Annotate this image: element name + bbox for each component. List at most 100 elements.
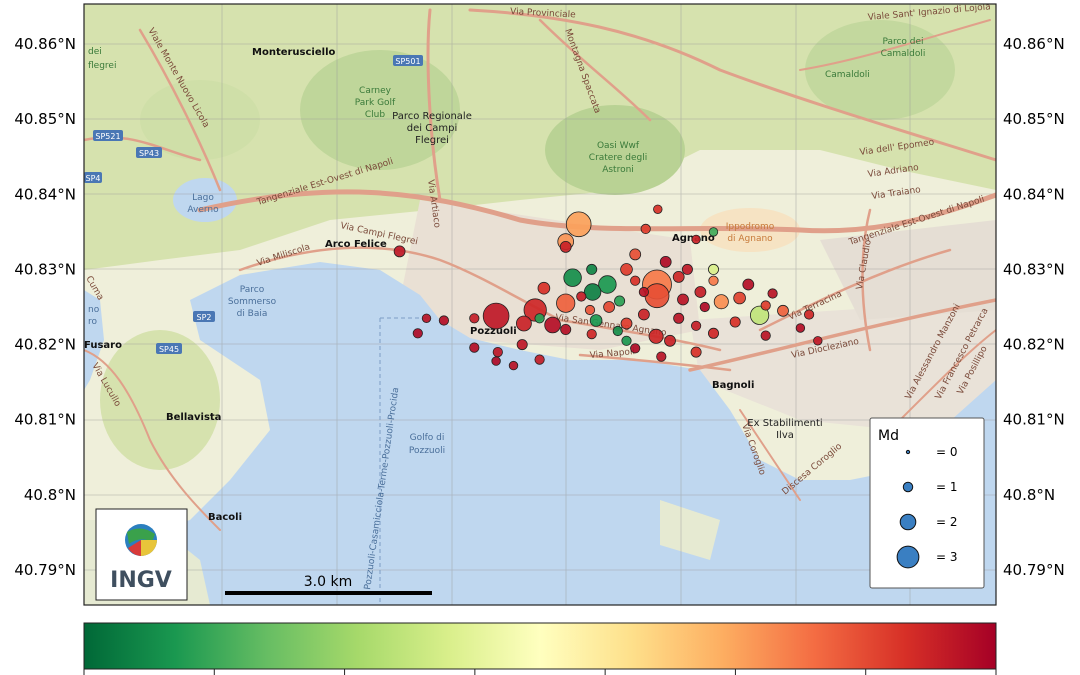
- earthquake-marker[interactable]: [677, 293, 689, 306]
- earthquake-marker[interactable]: [777, 304, 789, 317]
- earthquake-marker[interactable]: [803, 309, 815, 320]
- earthquake-marker[interactable]: [412, 328, 423, 339]
- latitude-label-right: 40.82°N: [1003, 336, 1065, 354]
- earthquake-marker[interactable]: [614, 295, 626, 307]
- earthquake-marker[interactable]: [584, 304, 596, 316]
- earthquake-marker[interactable]: [598, 275, 617, 294]
- viale-monte-nuovo-road: [138, 28, 222, 192]
- earthquake-marker[interactable]: [603, 301, 615, 313]
- earthquake-marker[interactable]: [681, 263, 693, 275]
- earthquake-marker[interactable]: [664, 334, 676, 347]
- earthquake-marker[interactable]: [586, 328, 597, 340]
- label-arco-felice: Arco Felice: [325, 239, 387, 250]
- camaldoli-green: [805, 20, 955, 120]
- earthquake-marker[interactable]: [559, 240, 572, 253]
- earthquake-marker[interactable]: [586, 263, 598, 275]
- earthquake-marker[interactable]: [638, 286, 650, 298]
- earthquake-marker[interactable]: [813, 336, 823, 346]
- earthquake-marker[interactable]: [708, 275, 719, 286]
- earthquake-marker[interactable]: [640, 223, 651, 234]
- latitude-label-left: 40.8°N: [24, 486, 76, 504]
- earthquake-marker[interactable]: [438, 315, 449, 326]
- earthquake-marker[interactable]: [589, 314, 603, 327]
- earthquake-marker[interactable]: [629, 248, 642, 261]
- earthquake-marker[interactable]: [620, 263, 633, 276]
- sp521-label: SP521: [95, 132, 120, 141]
- via-lucullo-road: [84, 349, 221, 531]
- earthquake-marker[interactable]: [760, 300, 771, 311]
- earthquake-marker[interactable]: [482, 302, 510, 330]
- map-border: [83, 3, 997, 606]
- label-ippodromo-2: di Agnano: [727, 234, 773, 244]
- earthquake-marker[interactable]: [491, 356, 501, 366]
- earthquake-marker[interactable]: [708, 327, 720, 339]
- earthquake-marker[interactable]: [563, 268, 582, 287]
- latitude-label-left: 40.86°N: [14, 35, 76, 53]
- earthquake-marker[interactable]: [560, 323, 572, 335]
- roads: [84, 8, 996, 531]
- earthquake-marker[interactable]: [492, 346, 503, 358]
- earthquake-marker[interactable]: [537, 281, 551, 295]
- label-bacoli: Bacoli: [208, 512, 242, 523]
- earthquake-marker[interactable]: [644, 283, 670, 309]
- label-ippodromo-1: Ippodromo: [726, 222, 775, 232]
- earthquake-marker[interactable]: [583, 283, 602, 301]
- earthquake-marker[interactable]: [556, 293, 576, 313]
- earthquake-marker[interactable]: [620, 317, 633, 330]
- earthquake-marker[interactable]: [469, 342, 480, 353]
- earthquake-marker[interactable]: [767, 288, 778, 299]
- latitude-labels-right: 40.86°N 40.85°N 40.84°N 40.83°N 40.82°N 40.81…: [1003, 35, 1065, 579]
- label-parco-sommerso-1: Parco: [240, 285, 265, 295]
- label-carney-3: Club: [365, 110, 385, 120]
- earthquake-marker[interactable]: [653, 204, 663, 215]
- scale-bar-label: 3.0 km: [304, 574, 352, 590]
- earthquake-marker[interactable]: [544, 316, 561, 334]
- earthquake-marker[interactable]: [469, 313, 480, 324]
- earthquake-marker[interactable]: [638, 308, 650, 321]
- earthquake-marker[interactable]: [630, 343, 641, 354]
- earthquake-marker[interactable]: [656, 351, 667, 362]
- earthquake-marker[interactable]: [691, 234, 701, 245]
- earthquake-marker[interactable]: [690, 320, 702, 331]
- earthquake-marker[interactable]: [630, 275, 641, 286]
- earthquake-marker[interactable]: [612, 325, 623, 337]
- earthquake-marker[interactable]: [516, 315, 532, 332]
- earthquake-marker[interactable]: [534, 354, 545, 365]
- earthquake-marker[interactable]: [795, 323, 806, 333]
- earthquake-marker[interactable]: [694, 286, 707, 298]
- earthquake-marker[interactable]: [708, 227, 719, 237]
- earthquake-marker[interactable]: [690, 346, 702, 358]
- earthquake-marker[interactable]: [516, 339, 528, 351]
- earthquake-marker[interactable]: [393, 245, 406, 258]
- earthquake-marker[interactable]: [659, 255, 672, 268]
- bellavista-green: [100, 330, 220, 470]
- latitude-label-left: 40.84°N: [14, 185, 76, 203]
- latitude-label-left: 40.81°N: [14, 411, 76, 429]
- via-provinciale-road: [468, 8, 996, 162]
- earthquake-marker[interactable]: [648, 328, 664, 344]
- sp501-label: SP501: [395, 57, 420, 66]
- map-area[interactable]: SP501 SP521 SP43 SP4 SP2 SP45 Monterusci…: [83, 2, 996, 605]
- latitude-label-left: 40.79°N: [14, 561, 76, 579]
- legend-label: = 2: [936, 515, 958, 529]
- earthquake-marker[interactable]: [508, 360, 519, 371]
- earthquake-marker[interactable]: [421, 313, 432, 324]
- earthquake-marker[interactable]: [673, 312, 685, 324]
- earthquake-marker[interactable]: [742, 278, 755, 291]
- legend-label: = 0: [936, 445, 958, 459]
- latitude-label-right: 40.79°N: [1003, 561, 1065, 579]
- earthquake-marker[interactable]: [733, 291, 746, 305]
- sp501-shield: [393, 55, 423, 66]
- earthquake-marker[interactable]: [565, 211, 592, 238]
- earthquake-marker[interactable]: [621, 335, 632, 346]
- via-coroglio-road: [739, 409, 801, 501]
- earthquake-marker[interactable]: [699, 301, 710, 313]
- earthquake-marker[interactable]: [672, 270, 685, 283]
- earthquake-marker[interactable]: [534, 313, 545, 324]
- earthquake-marker[interactable]: [760, 330, 771, 341]
- earthquake-marker[interactable]: [708, 263, 720, 275]
- earthquake-marker[interactable]: [749, 305, 770, 325]
- earthquake-marker[interactable]: [729, 316, 741, 328]
- earthquake-marker[interactable]: [713, 294, 729, 310]
- earthquake-marker[interactable]: [576, 291, 587, 302]
